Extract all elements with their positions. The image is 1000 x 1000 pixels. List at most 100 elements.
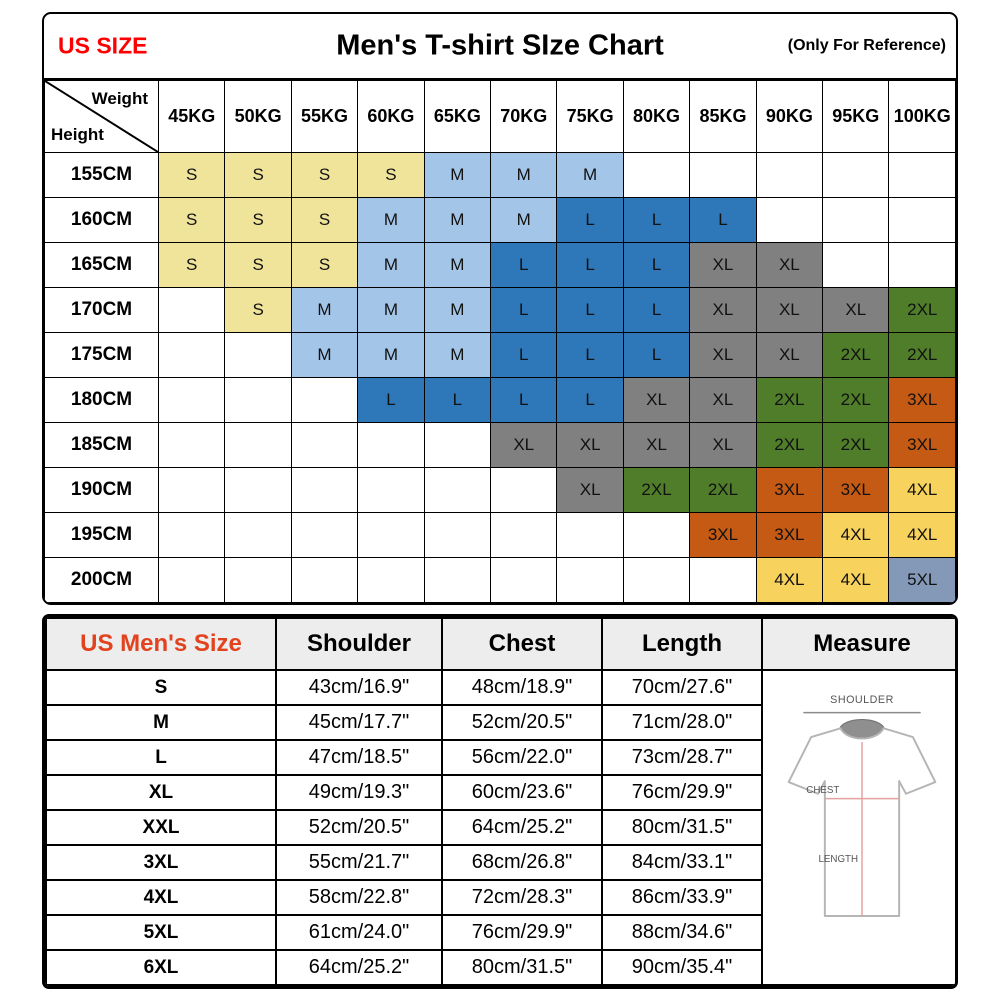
- size-cell: 4XL: [755, 557, 824, 603]
- size-cell: L: [490, 377, 558, 423]
- size-chart-section: US SIZE Men's T-shirt SIze Chart (Only F…: [42, 12, 958, 605]
- empty-size-cell: [689, 152, 757, 198]
- size-cell: 5XL: [888, 557, 956, 603]
- measurement-cell: 90cm/35.4": [601, 949, 763, 986]
- measurement-row: S 43cm/16.9" 48cm/18.9" 70cm/27.6" SHOULDER…: [45, 669, 955, 986]
- height-header: 155CM: [44, 152, 159, 198]
- empty-size-cell: [755, 152, 824, 198]
- size-cell: 3XL: [755, 467, 824, 513]
- measurement-row: L 47cm/18.5" 56cm/22.0" 73cm/28.7": [45, 739, 955, 776]
- size-cell: XL: [689, 422, 757, 468]
- size-cell: M: [490, 152, 558, 198]
- measurement-cell: 47cm/18.5": [275, 739, 443, 776]
- size-cell: 2XL: [888, 287, 956, 333]
- measurement-row: 6XL 64cm/25.2" 80cm/31.5" 90cm/35.4": [45, 949, 955, 986]
- weight-header: 90KG: [755, 80, 824, 153]
- size-cell: 4XL: [888, 467, 956, 513]
- size-cell: L: [622, 197, 691, 243]
- size-label-cell: 5XL: [45, 914, 277, 951]
- size-cell: XL: [755, 242, 824, 288]
- size-cell: S: [224, 152, 292, 198]
- size-cell: M: [423, 197, 492, 243]
- length-diagram-label: LENGTH: [818, 854, 858, 865]
- size-cell: XL: [622, 422, 691, 468]
- empty-size-cell: [290, 512, 359, 558]
- size-cell: XL: [755, 287, 824, 333]
- measurement-section: US Men's Size Shoulder Chest Length Meas…: [42, 614, 958, 989]
- chest-diagram-label: CHEST: [806, 784, 839, 795]
- size-cell: M: [423, 287, 492, 333]
- size-cell: 4XL: [822, 557, 890, 603]
- tshirt-diagram: SHOULDER CHEST LENGTH: [787, 693, 937, 917]
- measurement-cell: 45cm/17.7": [275, 704, 443, 741]
- size-label-cell: 6XL: [45, 949, 277, 986]
- empty-size-cell: [157, 332, 226, 378]
- empty-size-cell: [290, 422, 359, 468]
- size-cell: XL: [755, 332, 824, 378]
- height-header: 170CM: [44, 287, 159, 333]
- height-weight-matrix: Weight Height 45KG 50KG 55KG 60KG 65KG 70KG 75…: [44, 80, 956, 603]
- matrix-row: 160CM S S S M M M L L L: [44, 197, 956, 243]
- size-label-cell: 3XL: [45, 844, 277, 881]
- weight-header: 75KG: [556, 80, 624, 153]
- size-cell: XL: [822, 287, 890, 333]
- empty-size-cell: [556, 557, 624, 603]
- weight-header: 60KG: [357, 80, 425, 153]
- size-cell: 3XL: [755, 512, 824, 558]
- size-label-cell: M: [45, 704, 277, 741]
- size-cell: L: [622, 287, 691, 333]
- measurement-row: 3XL 55cm/21.7" 68cm/26.8" 84cm/33.1": [45, 844, 955, 881]
- empty-size-cell: [622, 152, 691, 198]
- empty-size-cell: [622, 512, 691, 558]
- measurement-cell: 64cm/25.2": [275, 949, 443, 986]
- weight-axis-label: Weight: [91, 89, 148, 108]
- empty-size-cell: [490, 512, 558, 558]
- measurement-cell: 88cm/34.6": [601, 914, 763, 951]
- measurement-cell: 55cm/21.7": [275, 844, 443, 881]
- height-axis-label: Height: [51, 125, 104, 144]
- empty-size-cell: [556, 512, 624, 558]
- us-size-label: US SIZE: [58, 32, 148, 59]
- size-cell: M: [490, 197, 558, 243]
- empty-size-cell: [357, 467, 425, 513]
- column-header-length: Length: [601, 617, 763, 671]
- empty-size-cell: [224, 422, 292, 468]
- empty-size-cell: [423, 467, 492, 513]
- empty-size-cell: [224, 332, 292, 378]
- size-cell: 2XL: [822, 377, 890, 423]
- size-cell: M: [423, 332, 492, 378]
- size-cell: M: [357, 242, 425, 288]
- size-cell: L: [490, 242, 558, 288]
- empty-size-cell: [290, 467, 359, 513]
- measurement-row: M 45cm/17.7" 52cm/20.5" 71cm/28.0": [45, 704, 955, 741]
- size-cell: S: [157, 197, 226, 243]
- measurement-cell: 56cm/22.0": [441, 739, 603, 776]
- measurement-cell: 80cm/31.5": [601, 809, 763, 846]
- size-cell: L: [556, 332, 624, 378]
- column-header-chest: Chest: [441, 617, 603, 671]
- size-label-cell: XXL: [45, 809, 277, 846]
- size-cell: XL: [689, 242, 757, 288]
- size-cell: XL: [556, 467, 624, 513]
- size-label-cell: XL: [45, 774, 277, 811]
- size-cell: M: [357, 332, 425, 378]
- empty-size-cell: [423, 422, 492, 468]
- empty-size-cell: [689, 557, 757, 603]
- size-cell: 2XL: [822, 332, 890, 378]
- weight-header: 70KG: [490, 80, 558, 153]
- measurement-cell: 68cm/26.8": [441, 844, 603, 881]
- size-cell: S: [290, 242, 359, 288]
- measurement-cell: 52cm/20.5": [275, 809, 443, 846]
- measurement-header-row: US Men's Size Shoulder Chest Length Meas…: [45, 617, 955, 671]
- height-header: 200CM: [44, 557, 159, 603]
- empty-size-cell: [157, 467, 226, 513]
- column-header-shoulder: Shoulder: [275, 617, 443, 671]
- empty-size-cell: [357, 422, 425, 468]
- empty-size-cell: [888, 197, 956, 243]
- shoulder-diagram-label: SHOULDER: [830, 693, 894, 705]
- size-cell: 4XL: [888, 512, 956, 558]
- measurement-cell: 80cm/31.5": [441, 949, 603, 986]
- empty-size-cell: [490, 467, 558, 513]
- empty-size-cell: [157, 422, 226, 468]
- measurement-cell: 52cm/20.5": [441, 704, 603, 741]
